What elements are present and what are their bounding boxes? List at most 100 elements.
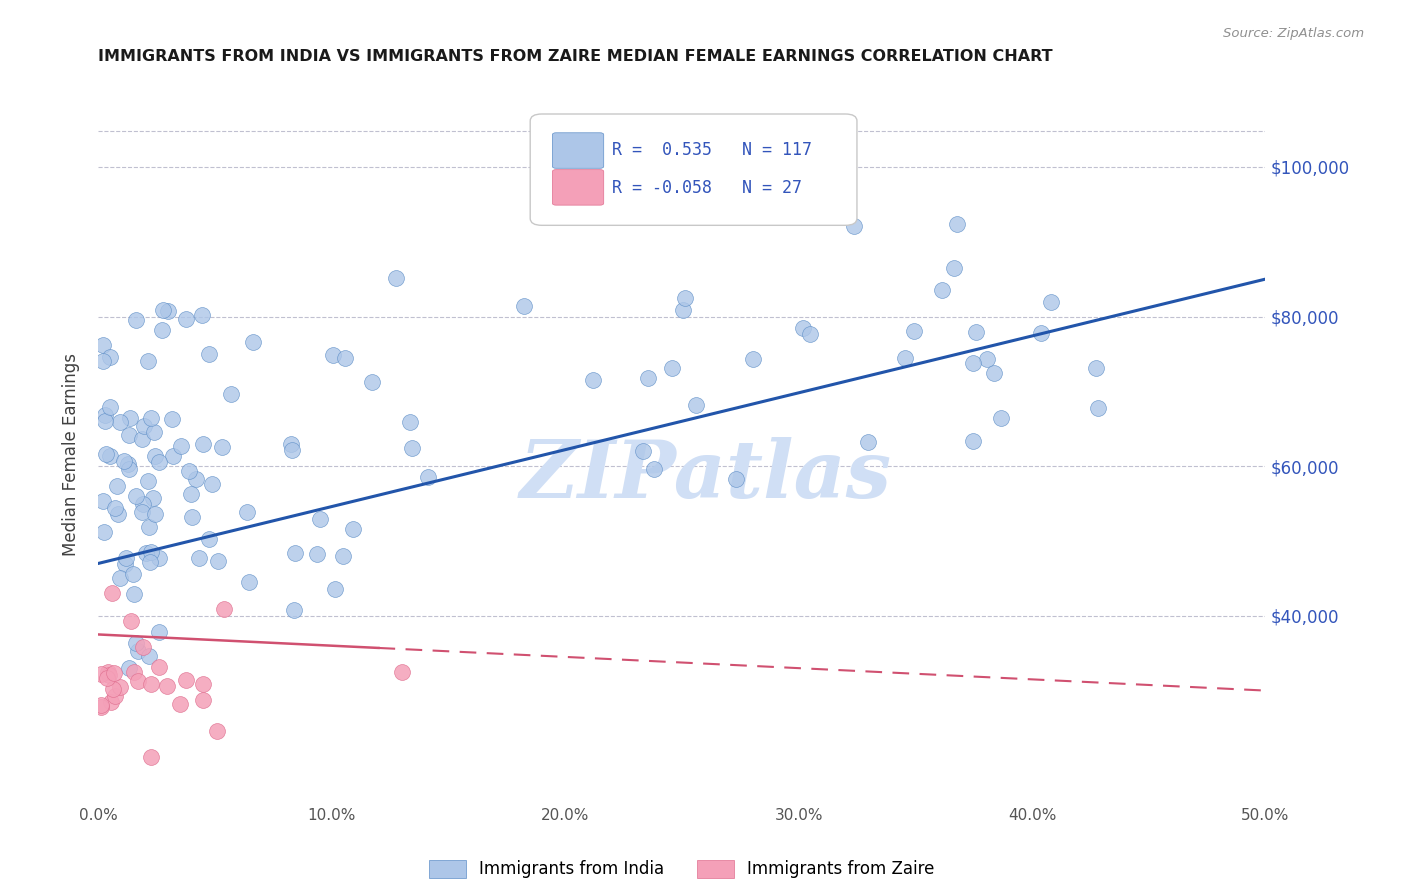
Point <box>416 470 439 484</box>
Point <box>93 414 115 428</box>
Point <box>104 689 127 703</box>
Point <box>132 640 155 655</box>
Text: R = -0.058   N = 27: R = -0.058 N = 27 <box>612 178 801 197</box>
Point <box>283 602 305 616</box>
Point <box>132 419 155 434</box>
Point <box>1087 401 1109 415</box>
Text: R =  0.535   N = 117: R = 0.535 N = 117 <box>612 141 811 159</box>
Point <box>131 433 153 447</box>
Point <box>1031 326 1053 340</box>
Point <box>141 411 163 425</box>
Point <box>143 507 166 521</box>
Point <box>214 602 236 616</box>
Point <box>117 457 139 471</box>
Point <box>90 666 112 681</box>
Point <box>100 350 122 364</box>
Point <box>127 673 149 688</box>
Text: ZIPatlas: ZIPatlas <box>519 437 891 515</box>
Point <box>124 636 146 650</box>
Point <box>118 427 141 442</box>
Point <box>181 510 204 524</box>
Point <box>117 462 139 476</box>
Point <box>842 219 865 233</box>
Point <box>582 373 605 387</box>
Point <box>90 699 112 714</box>
Point <box>174 312 197 326</box>
Point <box>103 681 125 696</box>
Point <box>107 507 129 521</box>
Point <box>98 400 121 414</box>
Point <box>97 668 120 682</box>
Point <box>104 500 127 515</box>
Point <box>90 698 112 712</box>
Point <box>100 695 122 709</box>
Point <box>98 449 121 463</box>
Point <box>333 351 356 365</box>
Point <box>110 415 132 429</box>
Point <box>207 554 229 568</box>
Point <box>685 398 707 412</box>
Point <box>280 437 302 451</box>
Point <box>673 291 696 305</box>
Point <box>148 624 170 639</box>
Point <box>121 566 143 581</box>
Point <box>125 313 148 327</box>
Point <box>943 261 966 276</box>
Point <box>401 442 423 456</box>
Point <box>93 524 115 539</box>
Point <box>242 335 264 350</box>
Point <box>191 677 214 691</box>
Point <box>661 361 683 376</box>
Point <box>120 614 142 628</box>
Point <box>637 371 659 385</box>
Point <box>148 660 170 674</box>
Point <box>174 673 197 687</box>
Point <box>105 479 128 493</box>
Point <box>361 375 384 389</box>
Point <box>976 352 998 367</box>
Point <box>169 698 191 712</box>
Point <box>131 505 153 519</box>
FancyBboxPatch shape <box>553 133 603 169</box>
Point <box>94 409 117 423</box>
Point <box>205 724 228 739</box>
Point <box>211 441 233 455</box>
FancyBboxPatch shape <box>553 169 603 205</box>
Point <box>97 665 120 679</box>
Point <box>1040 295 1063 310</box>
Point <box>236 506 259 520</box>
Point <box>152 302 174 317</box>
Point <box>150 323 173 337</box>
Point <box>115 550 138 565</box>
Point <box>139 556 162 570</box>
Point <box>221 386 243 401</box>
FancyBboxPatch shape <box>530 114 858 226</box>
Point <box>191 308 214 322</box>
Point <box>143 449 166 463</box>
Point <box>135 546 157 560</box>
Point <box>193 437 215 451</box>
Point <box>893 351 915 365</box>
Point <box>180 487 202 501</box>
Point <box>96 447 118 461</box>
Point <box>193 692 215 706</box>
Point <box>643 462 665 476</box>
Point <box>142 491 165 505</box>
Point <box>125 489 148 503</box>
Point <box>120 410 142 425</box>
Point <box>139 750 162 764</box>
Point <box>741 352 763 367</box>
Point <box>148 550 170 565</box>
Point <box>114 558 136 572</box>
Point <box>198 347 221 361</box>
Point <box>160 412 183 426</box>
Point <box>322 348 344 362</box>
Point <box>385 270 408 285</box>
Point <box>792 320 814 334</box>
Point <box>91 338 114 352</box>
Point <box>725 472 748 486</box>
Point <box>138 520 160 534</box>
Point <box>148 455 170 469</box>
Point <box>284 546 307 560</box>
Point <box>136 354 159 368</box>
